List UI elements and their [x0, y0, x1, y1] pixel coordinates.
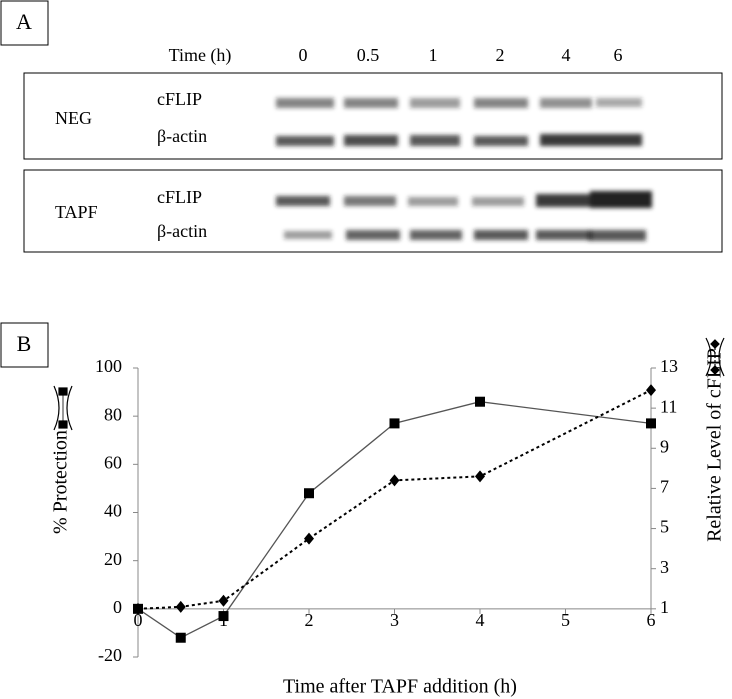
marker [646, 418, 656, 429]
group-label: NEG [55, 108, 92, 128]
blot-bands [276, 98, 652, 241]
time-label: 2 [496, 45, 505, 65]
marker [218, 611, 229, 622]
marker [389, 418, 400, 429]
row-label: cFLIP [157, 89, 202, 109]
marker [218, 594, 229, 607]
blot-box [23, 72, 723, 160]
y-tick-label: 80 [104, 404, 122, 424]
y2-tick-label: 7 [660, 477, 669, 497]
y-axis-title: % Protection [50, 430, 72, 534]
marker [175, 632, 186, 643]
row-label: β-actin [157, 126, 207, 146]
row-label: β-actin [157, 221, 207, 241]
y2-tick-label: 3 [660, 557, 669, 577]
marker [304, 488, 314, 499]
y-tick-label: 20 [104, 549, 122, 569]
x-tick-label: 5 [561, 610, 570, 630]
time-label: 0 [299, 45, 308, 65]
row-label: cFLIP [157, 187, 202, 207]
x-axis-title: Time after TAPF addition (h) [283, 676, 517, 698]
x-tick-label: 3 [390, 610, 399, 630]
marker [475, 470, 485, 483]
time-label: 1 [429, 45, 438, 65]
legend-key [53, 337, 725, 431]
marker [389, 474, 400, 487]
y-tick-label: 40 [104, 501, 122, 521]
marker [175, 600, 186, 613]
time-label: 4 [562, 45, 571, 65]
y2-tick-label: 13 [660, 356, 678, 376]
panel-label: B [17, 331, 32, 356]
x-tick-label: 6 [647, 610, 656, 630]
y-tick-label: 100 [95, 356, 122, 376]
y-tick-label: 0 [113, 597, 122, 617]
y-tick-label: 60 [104, 452, 122, 472]
x-tick-label: 2 [305, 610, 314, 630]
time-label: Time (h) [169, 45, 232, 66]
series-line [137, 401, 652, 639]
panel-label-box [0, 0, 49, 46]
y2-tick-label: 9 [660, 436, 669, 456]
panel-label-box [0, 322, 49, 368]
marker [646, 384, 656, 397]
x-tick-label: 0 [134, 610, 143, 630]
y2-tick-label: 5 [660, 517, 669, 537]
y-tick-label: -20 [98, 645, 122, 665]
x-tick-label: 4 [476, 610, 485, 630]
marker [475, 396, 485, 407]
time-label: 0.5 [357, 45, 380, 65]
time-label: 6 [614, 45, 623, 65]
panel-label: A [16, 9, 32, 34]
y2-tick-label: 11 [660, 396, 677, 416]
blot-box [23, 169, 723, 253]
group-label: TAPF [55, 202, 98, 222]
marker [133, 602, 143, 615]
y2-tick-label: 1 [660, 597, 669, 617]
marker [304, 532, 314, 545]
y2-axis-title: Relative Level of cFLIP [704, 348, 726, 542]
